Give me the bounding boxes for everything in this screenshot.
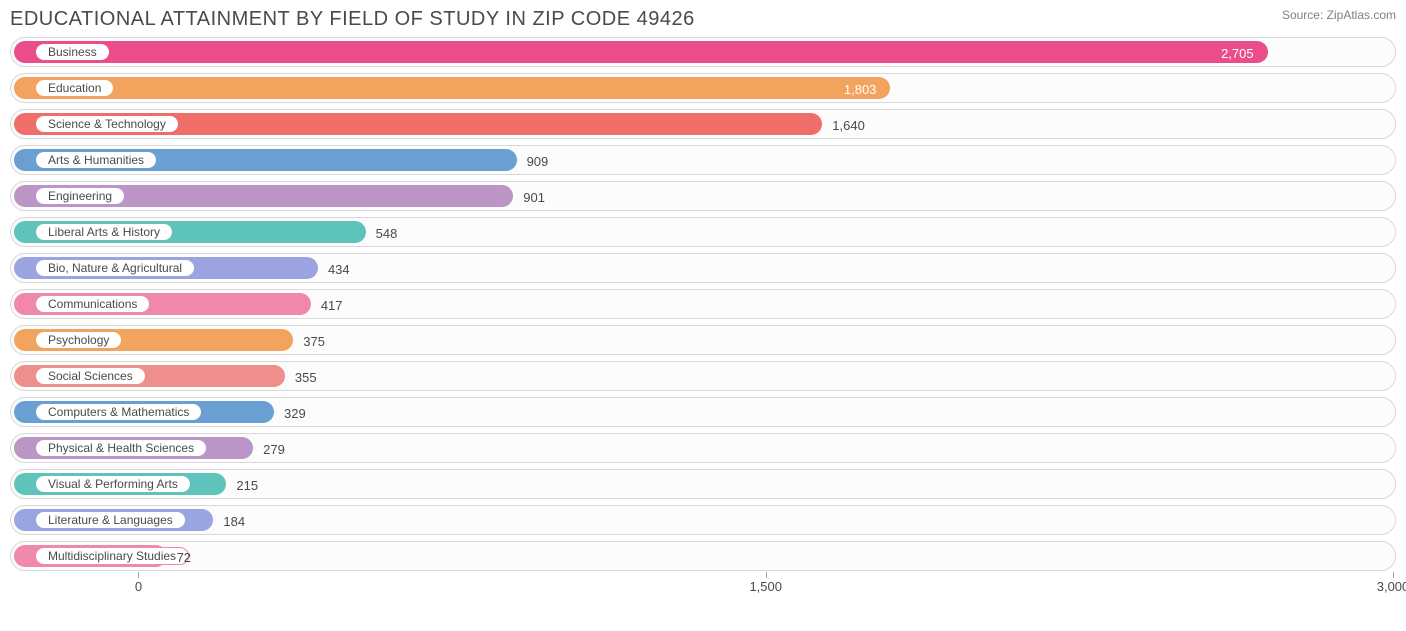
bar-value: 375 <box>293 326 325 356</box>
bar-row: Bio, Nature & Agricultural 434 <box>10 253 1396 283</box>
bar-row: Communications 417 <box>10 289 1396 319</box>
bar-row: Literature & Languages 184 <box>10 505 1396 535</box>
axis-tick-line <box>1393 572 1394 578</box>
bar-row: Business2,705 <box>10 37 1396 67</box>
bar-value: 548 <box>366 218 398 248</box>
bar-value: 215 <box>226 470 258 500</box>
category-pill: Bio, Nature & Agricultural <box>35 259 195 277</box>
bar-row: Computers & Mathematics 329 <box>10 397 1396 427</box>
category-pill: Social Sciences <box>35 367 146 385</box>
axis-tick-label: 3,000 <box>1377 579 1406 594</box>
category-pill: Psychology <box>35 331 122 349</box>
chart-source: Source: ZipAtlas.com <box>1282 8 1396 22</box>
category-pill: Communications <box>35 295 150 313</box>
x-axis: 01,5003,000 <box>10 575 1396 597</box>
bar-row: Education1,803 <box>10 73 1396 103</box>
bar-row: Multidisciplinary Studies72 <box>10 541 1396 571</box>
chart-header: EDUCATIONAL ATTAINMENT BY FIELD OF STUDY… <box>10 8 1396 31</box>
category-pill: Visual & Performing Arts <box>35 475 191 493</box>
bar-value: 184 <box>213 506 245 536</box>
category-pill: Science & Technology <box>35 115 179 133</box>
bar-value: 1,803 <box>14 74 890 104</box>
bar-value: 329 <box>274 398 306 428</box>
chart-title: EDUCATIONAL ATTAINMENT BY FIELD OF STUDY… <box>10 8 695 31</box>
bar-row: Arts & Humanities 909 <box>10 145 1396 175</box>
bar-row: Science & Technology 1,640 <box>10 109 1396 139</box>
bar-row: Social Sciences 355 <box>10 361 1396 391</box>
bar-value: 901 <box>513 182 545 212</box>
bar-value: 355 <box>285 362 317 392</box>
bar-row: Liberal Arts & History 548 <box>10 217 1396 247</box>
category-pill: Physical & Health Sciences <box>35 439 207 457</box>
bar-row: Visual & Performing Arts 215 <box>10 469 1396 499</box>
category-pill: Engineering <box>35 187 125 205</box>
bar-value: 417 <box>311 290 343 320</box>
axis-tick-label: 0 <box>135 579 142 594</box>
axis-tick-line <box>766 572 767 578</box>
axis-tick-line <box>138 572 139 578</box>
bar-value: 72 <box>167 542 191 572</box>
category-pill: Arts & Humanities <box>35 151 157 169</box>
bar-value: 434 <box>318 254 350 284</box>
category-pill: Literature & Languages <box>35 511 186 529</box>
category-pill: Liberal Arts & History <box>35 223 173 241</box>
axis-tick-label: 1,500 <box>749 579 782 594</box>
bar-value: 279 <box>253 434 285 464</box>
bar-row: Physical & Health Sciences 279 <box>10 433 1396 463</box>
bar-value: 2,705 <box>14 38 1268 68</box>
bar-row: Psychology 375 <box>10 325 1396 355</box>
bar-row: Engineering 901 <box>10 181 1396 211</box>
bar-value: 909 <box>517 146 549 176</box>
category-pill: Computers & Mathematics <box>35 403 202 421</box>
bar-value: 1,640 <box>822 110 865 140</box>
bar-chart: Business2,705 Education1,803 Science & Tec… <box>10 37 1396 597</box>
